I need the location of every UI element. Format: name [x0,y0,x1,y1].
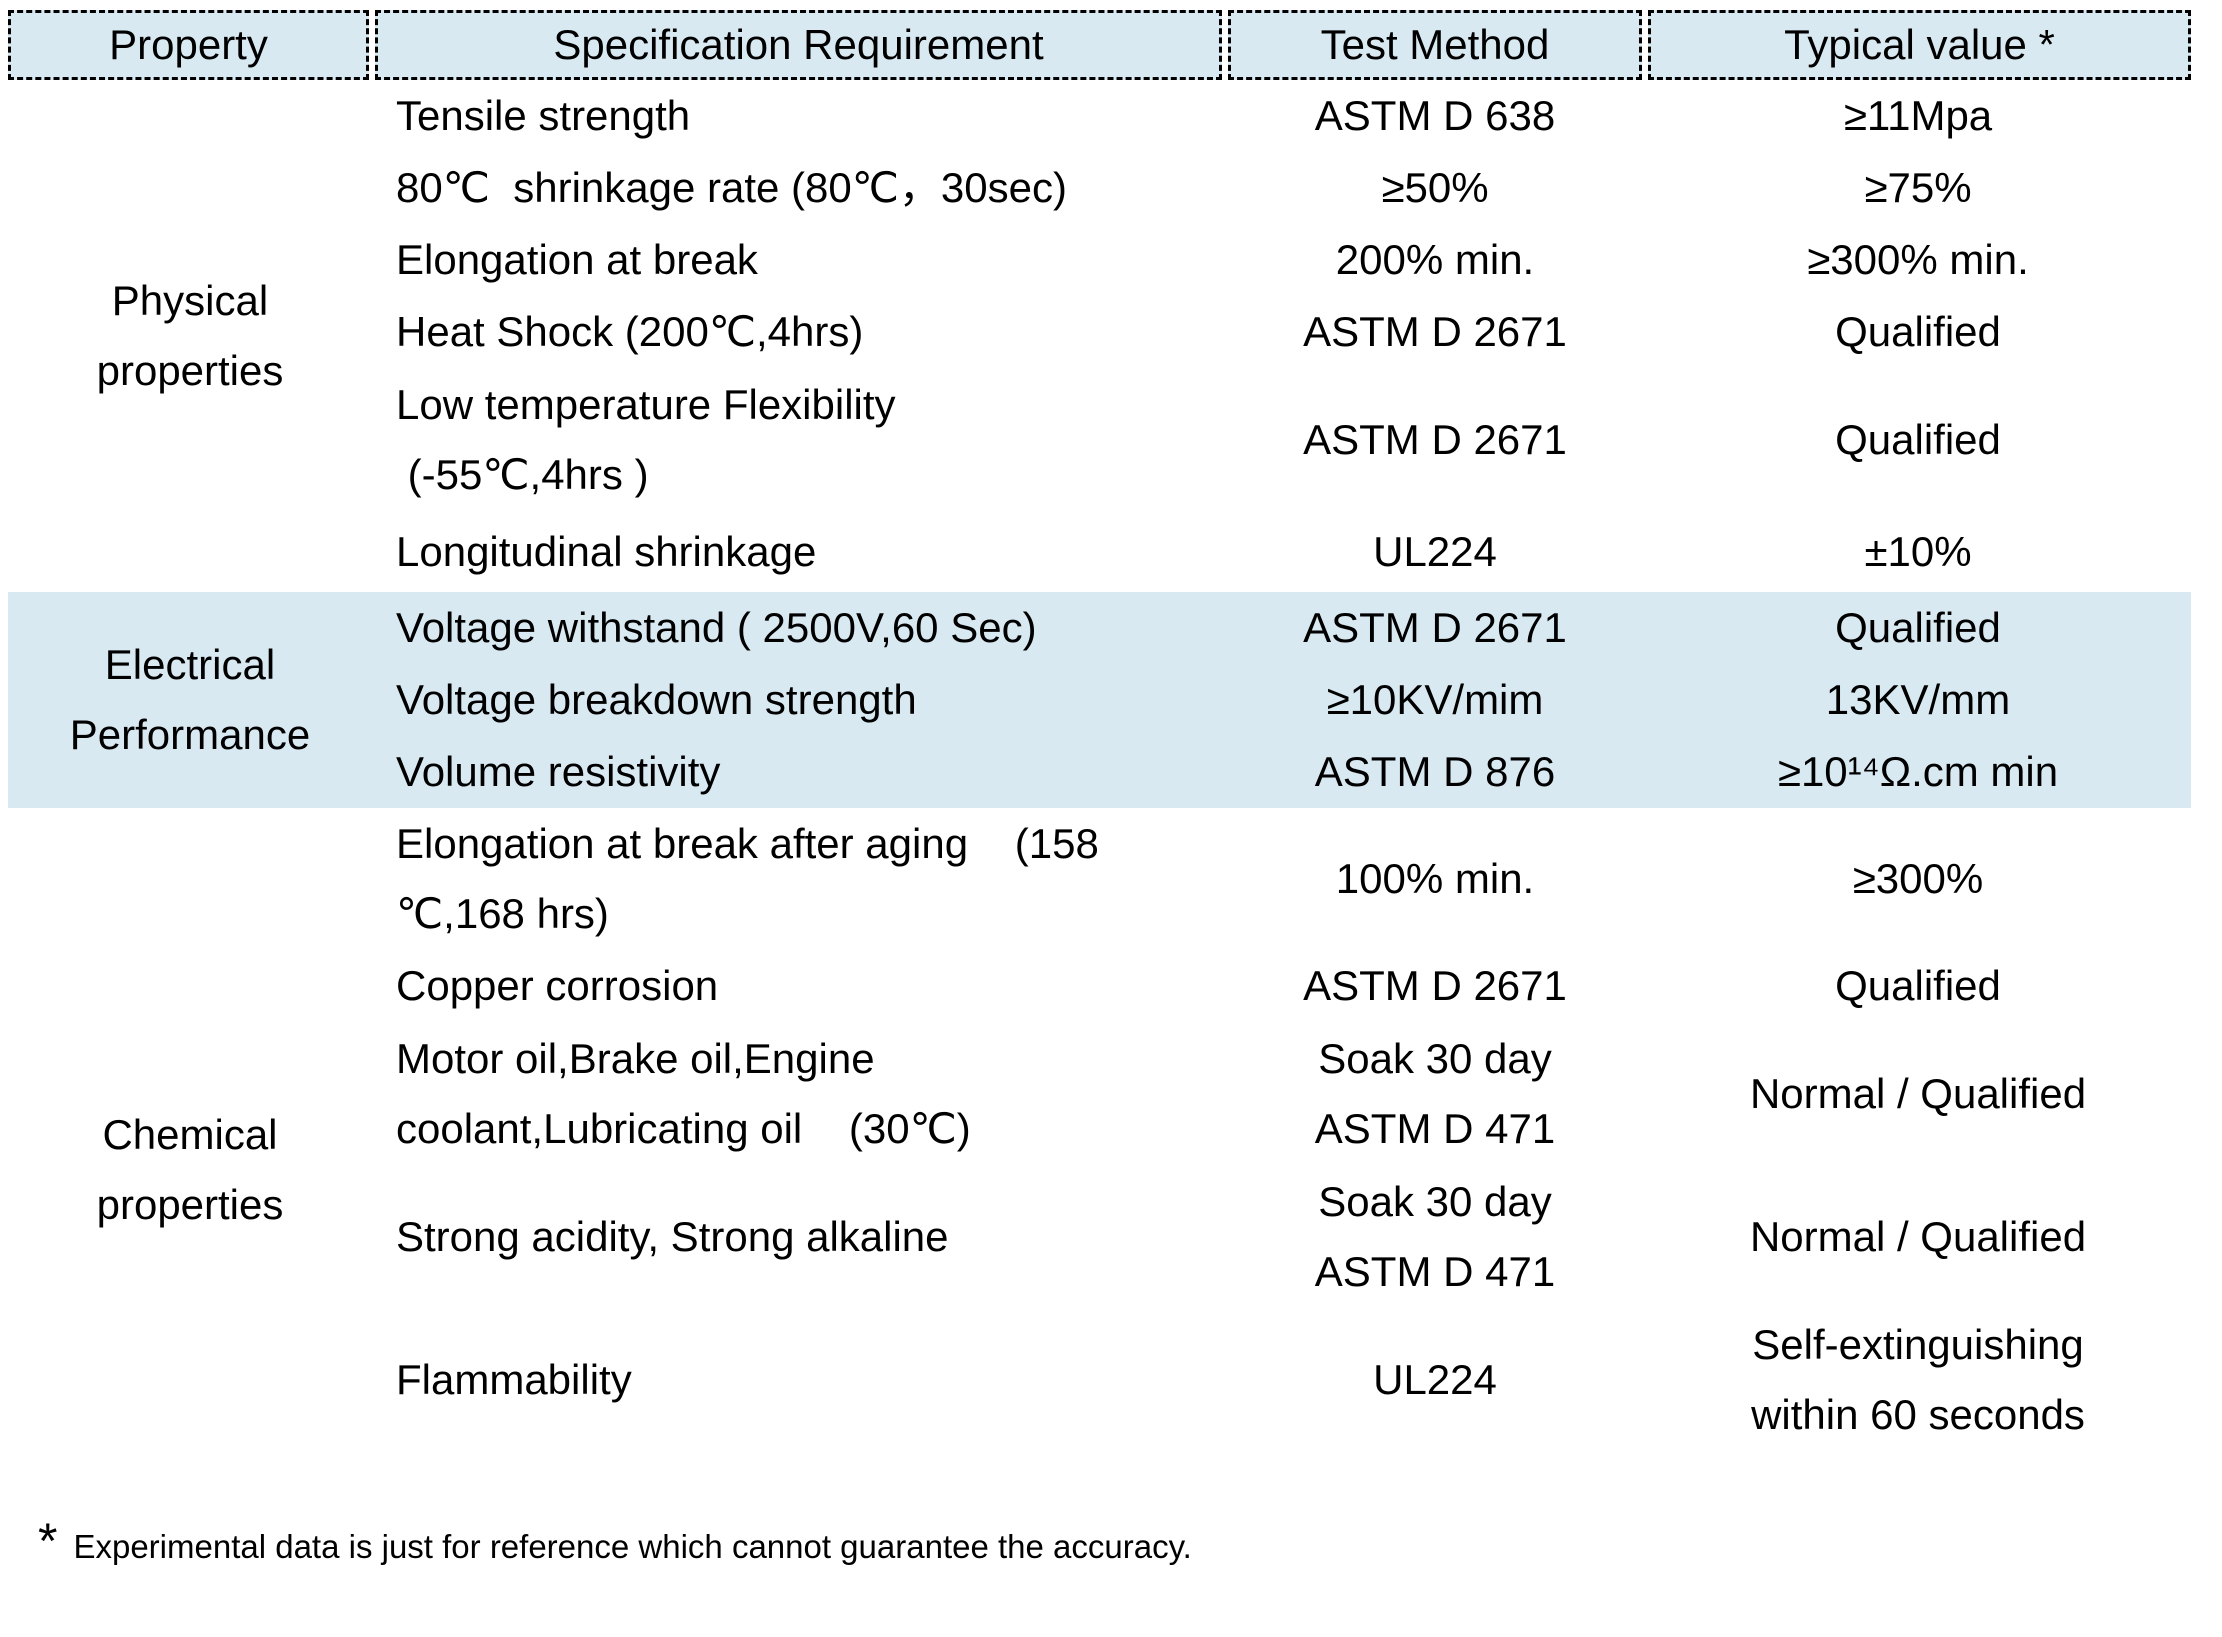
cell-test-oil-resistance: Soak 30 day ASTM D 471 [1314,1034,1556,1152]
cell-typical-acid-alkaline: Normal / Qualified [1749,1212,2087,1260]
cell-typical-voltage-withstand: Qualified [1645,592,2191,664]
footnote-text: Experimental data is just for reference … [73,1528,1192,1565]
cell-test-voltage-breakdown: ≥10KV/mim [1225,664,1645,736]
header-cell-test-method: Test Method [1228,10,1642,80]
property-group-chemical: Chemical properties [96,1110,284,1228]
cell-spec-longitudinal-shrinkage: Longitudinal shrinkage [396,527,817,575]
cell-test-flammability: UL224 [1373,1355,1497,1403]
cell-spec-oil-resistance: Motor oil,Brake oil,Engine coolant,Lubri… [396,1034,971,1152]
cell-test-shrinkage-rate: ≥50% [1381,164,1489,211]
footnote: * Experimental data is just for referenc… [38,1516,1192,1567]
cell-spec-shrinkage-rate: 80℃ shrinkage rate (80℃，30sec) [396,164,1067,211]
cell-spec-voltage-breakdown: Voltage breakdown strength [372,664,1225,736]
cell-typical-flammability: Self-extinguishing within 60 seconds [1751,1320,2085,1438]
cell-spec-acid-alkaline: Strong acidity, Strong alkaline [396,1212,949,1260]
header-cell-property: Property [8,10,369,80]
cell-typical-heat-shock: Qualified [1835,308,2001,355]
cell-typical-tensile-strength: ≥11Mpa [1843,92,1993,139]
cell-spec-heat-shock: Heat Shock (200℃,4hrs) [396,308,864,355]
cell-typical-voltage-breakdown: 13KV/mm [1645,664,2191,736]
cell-test-longitudinal-shrinkage: UL224 [1373,527,1497,575]
cell-spec-elongation-after-aging: Elongation at break after aging (158 ℃,1… [396,820,1099,937]
footnote-asterisk: * [38,1513,58,1569]
cell-spec-voltage-withstand: Voltage withstand ( 2500V,60 Sec) [372,592,1225,664]
cell-typical-elongation-at-break: ≥300% min. [1807,236,2029,283]
cell-test-tensile-strength: ASTM D 638 [1314,92,1556,139]
cell-typical-copper-corrosion: Qualified [1835,962,2001,1009]
cell-spec-tensile-strength: Tensile strength [396,92,691,139]
cell-test-heat-shock: ASTM D 2671 [1303,308,1567,355]
cell-test-low-temp-flexibility: ASTM D 2671 [1303,415,1567,463]
cell-spec-copper-corrosion: Copper corrosion [396,962,719,1009]
cell-typical-oil-resistance: Normal / Qualified [1749,1069,2087,1117]
cell-test-volume-resistivity: ASTM D 876 [1225,736,1645,808]
cell-typical-low-temp-flexibility: Qualified [1835,415,2001,463]
property-group-electrical: Electrical Performance [8,592,372,808]
cell-typical-longitudinal-shrinkage: ±10% [1864,527,1972,575]
cell-typical-shrinkage-rate: ≥75% [1864,164,1972,211]
cell-test-voltage-withstand: ASTM D 2671 [1225,592,1645,664]
cell-spec-low-temp-flexibility: Low temperature Flexibility (-55℃,4hrs ) [396,380,896,498]
cell-spec-elongation-at-break: Elongation at break [396,236,758,283]
spec-table: Property Specification Requirement Test … [8,10,2191,1451]
cell-typical-elongation-after-aging: ≥300% [1852,855,1984,902]
cell-spec-volume-resistivity: Volume resistivity [372,736,1225,808]
cell-typical-volume-resistivity: ≥10¹⁴Ω.cm min [1645,736,2191,808]
property-group-physical: Physical properties [96,277,284,394]
cell-test-copper-corrosion: ASTM D 2671 [1303,962,1567,1009]
header-cell-typical-value: Typical value * [1648,10,2191,80]
cell-test-elongation-after-aging: 100% min. [1335,855,1535,902]
cell-test-elongation-at-break: 200% min. [1335,236,1535,283]
cell-spec-flammability: Flammability [396,1355,632,1403]
cell-test-acid-alkaline: Soak 30 day ASTM D 471 [1314,1177,1556,1295]
header-cell-specification: Specification Requirement [375,10,1222,80]
